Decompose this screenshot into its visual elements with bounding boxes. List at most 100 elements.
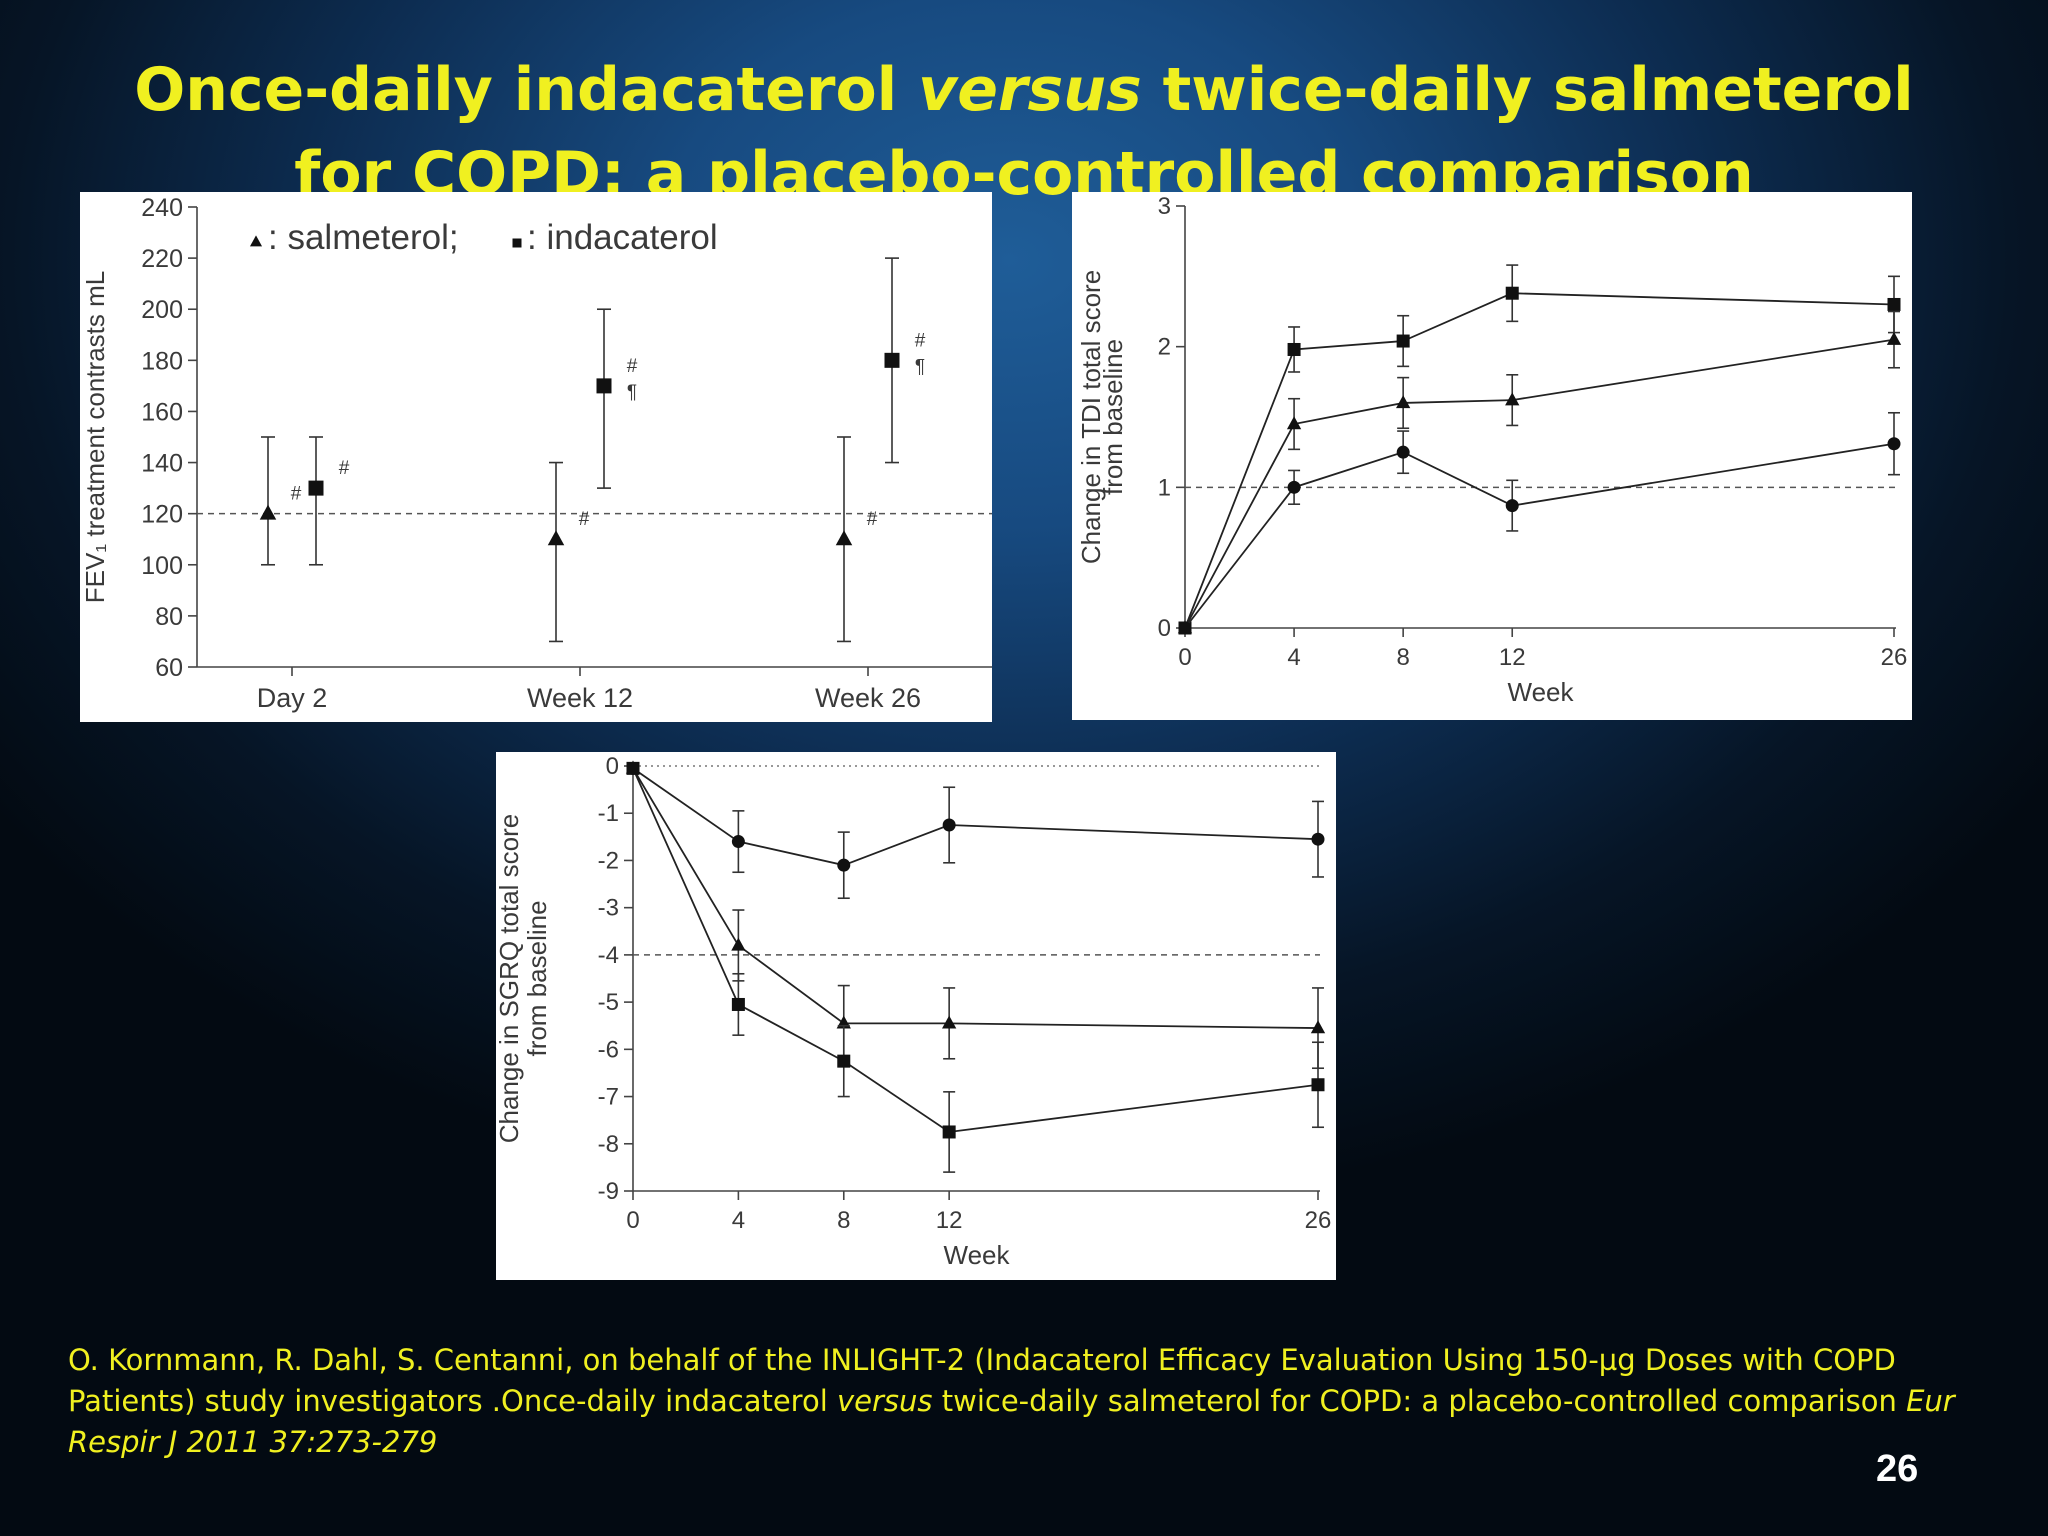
tdi-y-tick-label: 3 — [1158, 193, 1171, 220]
fev1-significance-note: # — [579, 509, 590, 530]
fev1-significance-note: # — [339, 458, 350, 479]
sgrq-circle-point — [837, 858, 851, 872]
tdi-square-point — [1887, 297, 1901, 311]
sgrq-chart: 0 -1 -2 -3 -4 -5 -6 -7 -8 -9 0 4 8 12 26 Week Change in … — [496, 753, 1332, 1270]
sgrq-y-axis-label-2: from baseline — [522, 900, 552, 1056]
fev1-y-tick-label: 100 — [141, 552, 183, 580]
fev1-chart-panel: 60 80 100 120 140 160 180 200 220 240 Day 2 Week 12… — [80, 192, 992, 722]
tdi-y-axis-label-2: from baseline — [1098, 339, 1128, 495]
tdi-triangle-point — [1286, 416, 1302, 430]
sgrq-square-point — [731, 997, 745, 1011]
sgrq-x-tick-label: 0 — [626, 1207, 639, 1234]
tdi-x-tick-label: 26 — [1881, 644, 1908, 671]
citation-part-1: O. Kornmann, R. Dahl, S. Centanni, on be… — [68, 1343, 1896, 1418]
sgrq-y-tick-label: -9 — [598, 1178, 619, 1205]
sgrq-y-axis-label: Change in SGRQ total score — [496, 814, 524, 1144]
fev1-significance-note: ¶ — [627, 382, 637, 403]
fev1-y-tick-label: 220 — [141, 245, 183, 273]
sgrq-y-tick-label: -5 — [598, 989, 619, 1016]
sgrq-y-tick-label: -8 — [598, 1131, 619, 1158]
sgrq-circle-point — [731, 835, 745, 849]
tdi-y-tick-label: 2 — [1158, 334, 1171, 361]
sgrq-square-point — [942, 1125, 956, 1139]
tdi-triangle-point — [1505, 392, 1520, 406]
sgrq-triangle-point — [731, 937, 746, 951]
tdi-x-tick-label: 0 — [1178, 644, 1191, 671]
tdi-triangle-point — [1396, 395, 1411, 409]
fev1-y-tick-label: 180 — [141, 347, 183, 375]
slide-title: Once-daily indacaterol versus twice-dail… — [0, 48, 2048, 216]
sgrq-y-tick-label: -6 — [598, 1036, 619, 1063]
fev1-x-tick-label: Day 2 — [257, 683, 328, 713]
tdi-series-circle-line — [1184, 442, 1895, 629]
tdi-triangle-point — [1886, 331, 1902, 345]
sgrq-series-triangle-line — [632, 767, 1319, 1029]
sgrq-y-tick-label: -3 — [598, 895, 619, 922]
citation: O. Kornmann, R. Dahl, S. Centanni, on be… — [68, 1340, 1968, 1463]
sgrq-y-tick-label: -1 — [598, 800, 619, 827]
fev1-indacaterol-marker — [884, 352, 900, 368]
fev1-chart: 60 80 100 120 140 160 180 200 220 240 Day 2 Week 12… — [80, 194, 992, 713]
fev1-significance-note: # — [915, 330, 926, 351]
sgrq-y-tick-label: -2 — [598, 847, 619, 874]
tdi-x-tick-label: 12 — [1499, 644, 1526, 671]
title-part-1: Once-daily indacaterol — [134, 55, 919, 125]
fev1-y-tick-label: 140 — [141, 450, 183, 478]
sgrq-circle-point — [942, 818, 956, 832]
fev1-salmeterol-marker — [547, 530, 565, 546]
sgrq-x-tick-label: 12 — [936, 1207, 963, 1234]
page-number: 26 — [1876, 1448, 1919, 1490]
fev1-significance-note: # — [867, 509, 878, 530]
sgrq-x-tick-label: 8 — [837, 1207, 850, 1234]
fev1-significance-note: # — [291, 484, 302, 505]
sgrq-square-point — [626, 761, 640, 775]
sgrq-triangle-point — [1310, 1020, 1326, 1034]
fev1-x-tick-label: Week 26 — [815, 683, 921, 713]
legend-salmeterol-text: : salmeterol; — [268, 218, 459, 257]
legend-indacaterol-text: : indacaterol — [527, 218, 718, 257]
fev1-y-tick-label: 80 — [155, 603, 183, 631]
fev1-y-tick-label: 120 — [141, 501, 183, 529]
citation-part-2: twice-daily salmeterol for COPD: a place… — [932, 1384, 1907, 1418]
tdi-circle-point — [1287, 480, 1301, 494]
tdi-y-tick-label: 1 — [1158, 474, 1171, 501]
fev1-y-tick-label: 60 — [155, 654, 183, 682]
tdi-circle-point — [1178, 621, 1192, 635]
sgrq-y-tick-label: -7 — [598, 1084, 619, 1111]
fev1-salmeterol-marker — [259, 504, 277, 520]
tdi-x-tick-label: 8 — [1396, 644, 1409, 671]
fev1-salmeterol-marker — [835, 530, 853, 546]
fev1-indacaterol-marker — [308, 480, 324, 496]
sgrq-series-circle-line — [632, 767, 1319, 867]
tdi-circle-point — [1505, 499, 1519, 513]
tdi-chart-panel: 0 1 2 3 0 4 8 12 26 Week Change in TDI total score… — [1072, 192, 1912, 720]
sgrq-chart-panel: 0 -1 -2 -3 -4 -5 -6 -7 -8 -9 0 4 8 12 26 Week Change in … — [496, 752, 1336, 1280]
sgrq-y-tick-label: -4 — [598, 942, 619, 969]
fev1-y-axis-label: FEV₁ treatment contrasts mL — [80, 271, 110, 603]
tdi-square-point — [1505, 286, 1519, 300]
tdi-y-tick-label: 0 — [1158, 615, 1171, 642]
tdi-x-tick-label: 4 — [1287, 644, 1300, 671]
tdi-square-point — [1396, 334, 1410, 348]
fev1-legend: : salmeterol; : indacaterol — [249, 218, 718, 257]
sgrq-x-tick-label: 4 — [732, 1207, 745, 1234]
tdi-circle-point — [1396, 445, 1410, 459]
sgrq-triangle-point — [942, 1015, 957, 1029]
sgrq-circle-point — [1311, 832, 1325, 846]
sgrq-square-point — [1311, 1078, 1325, 1092]
sgrq-square-point — [837, 1054, 851, 1068]
fev1-y-tick-label: 240 — [141, 194, 183, 222]
sgrq-y-tick-label: 0 — [606, 753, 619, 780]
legend-salmeterol-marker — [249, 235, 263, 247]
citation-emphasis-2: Eur Respir J 2011 37:273-279 — [68, 1384, 1955, 1459]
citation-emphasis-1: versus — [836, 1384, 933, 1418]
tdi-x-axis-label: Week — [1508, 677, 1575, 707]
title-line-1: Once-daily indacaterol versus twice-dail… — [0, 48, 2048, 132]
sgrq-x-tick-label: 26 — [1305, 1207, 1332, 1234]
legend-indacaterol-marker — [512, 238, 522, 248]
fev1-x-tick-label: Week 12 — [527, 683, 633, 713]
title-emphasis: versus — [918, 55, 1142, 125]
sgrq-x-axis-label: Week — [944, 1240, 1011, 1270]
fev1-significance-note: # — [627, 356, 638, 377]
